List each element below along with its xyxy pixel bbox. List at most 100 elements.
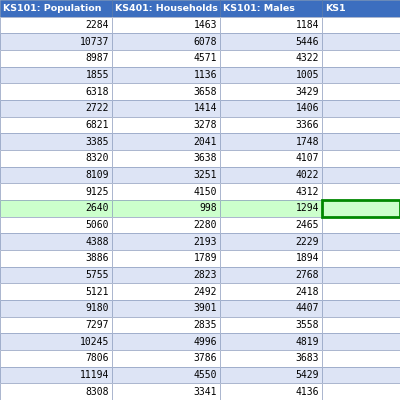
Bar [322,267,400,283]
Text: 11194: 11194 [80,370,109,380]
Bar [112,216,220,233]
Text: 2280: 2280 [194,220,217,230]
Text: 8320: 8320 [86,153,109,163]
Bar [322,283,400,300]
Text: 3901: 3901 [194,303,217,313]
Bar [0,267,112,283]
Bar [220,0,322,16]
Bar [322,317,400,333]
Bar [322,116,400,133]
Bar [0,333,112,350]
Bar [322,50,400,66]
Bar [220,300,322,317]
Bar [322,66,400,83]
Text: 4150: 4150 [194,186,217,196]
Text: 6821: 6821 [86,120,109,130]
Bar [112,283,220,300]
Text: 2465: 2465 [296,220,319,230]
Bar [0,16,112,33]
Bar [112,333,220,350]
Bar [0,383,112,400]
Bar [0,166,112,183]
Bar [0,200,112,216]
Bar [322,333,400,350]
Bar [112,233,220,250]
Bar [220,150,322,166]
Bar [322,383,400,400]
Bar [112,16,220,33]
Text: 6318: 6318 [86,86,109,96]
Bar [220,233,322,250]
Text: 4022: 4022 [296,170,319,180]
Text: KS101: Population: KS101: Population [3,4,102,13]
Bar [322,367,400,383]
Bar [0,350,112,367]
Text: 3683: 3683 [296,353,319,363]
Text: 998: 998 [199,203,217,213]
Text: 3366: 3366 [296,120,319,130]
Bar [220,183,322,200]
Text: 4819: 4819 [296,337,319,347]
Bar [322,233,400,250]
Text: 4136: 4136 [296,387,319,397]
Bar [0,50,112,66]
Bar [112,33,220,50]
Bar [0,33,112,50]
Text: 3429: 3429 [296,86,319,96]
Text: 1748: 1748 [296,136,319,146]
Text: 1414: 1414 [194,103,217,113]
Text: 3638: 3638 [194,153,217,163]
Bar [220,100,322,116]
Text: 3341: 3341 [194,387,217,397]
Text: 9180: 9180 [86,303,109,313]
Text: 3558: 3558 [296,320,319,330]
Text: KS1: KS1 [325,4,346,13]
Bar [322,250,400,267]
Bar [112,200,220,216]
Text: 1894: 1894 [296,253,319,263]
Bar [322,283,400,300]
Bar [0,116,112,133]
Bar [220,283,322,300]
Text: 5060: 5060 [86,220,109,230]
Text: 10245: 10245 [80,337,109,347]
Text: 2041: 2041 [194,136,217,146]
Bar [0,300,112,317]
Bar [112,317,220,333]
Bar [220,16,322,33]
Bar [322,100,400,116]
Bar [0,250,112,267]
Bar [0,183,112,200]
Bar [322,200,400,216]
Bar [322,116,400,133]
Text: 5429: 5429 [296,370,319,380]
Bar [322,350,400,367]
Text: 2640: 2640 [86,203,109,213]
Text: 8308: 8308 [86,387,109,397]
Bar [0,267,112,283]
Text: 2418: 2418 [296,287,319,297]
Bar [0,317,112,333]
Text: 5446: 5446 [296,36,319,46]
Bar [322,33,400,50]
Text: 1294: 1294 [296,203,319,213]
Bar [112,383,220,400]
Bar [0,367,112,383]
Bar [220,283,322,300]
Text: 1184: 1184 [296,20,319,30]
Bar [322,16,400,33]
Text: KS101: Males: KS101: Males [223,4,295,13]
Bar [0,216,112,233]
Bar [220,350,322,367]
Bar [112,116,220,133]
Bar [112,300,220,317]
Bar [0,66,112,83]
Text: 1789: 1789 [194,253,217,263]
Bar [112,50,220,66]
Bar [112,0,220,16]
Bar [220,83,322,100]
Bar [0,166,112,183]
Text: 3278: 3278 [194,120,217,130]
Bar [0,83,112,100]
Bar [112,350,220,367]
